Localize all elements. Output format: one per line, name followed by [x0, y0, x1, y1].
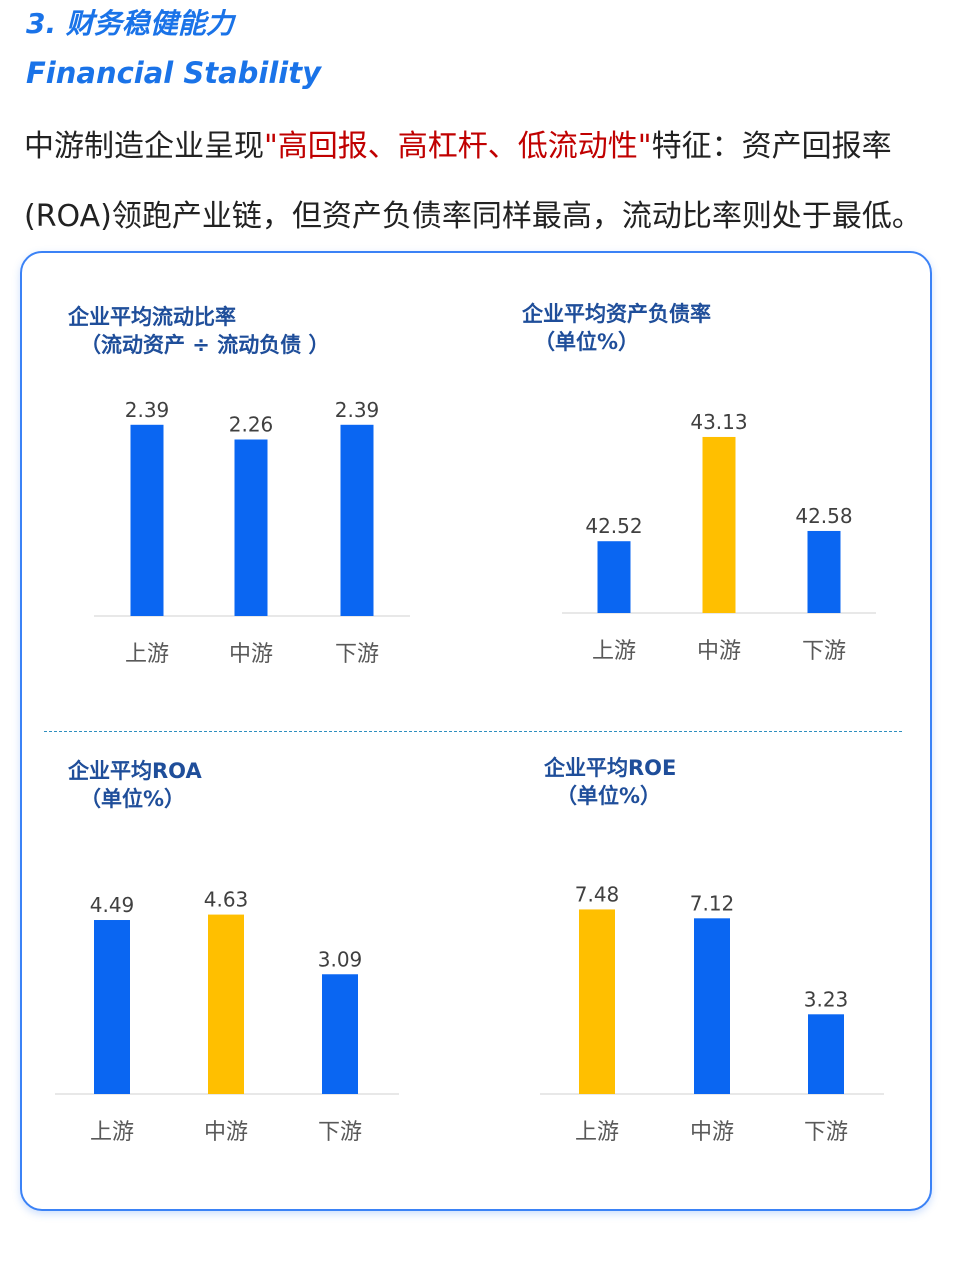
bar-3 [341, 425, 374, 616]
roe-chart: 7.48 上游 7.12 中游 3.23 下游 [540, 860, 885, 1160]
bar-2 [694, 918, 730, 1094]
bar-1 [94, 920, 130, 1094]
bar-1 [598, 541, 631, 613]
category-tick-label: 中游 [229, 642, 273, 667]
category-tick-label: 中游 [204, 1120, 248, 1145]
chart-title-main: 企业平均ROA [68, 759, 202, 783]
category-tick-label: 上游 [575, 1120, 619, 1145]
chart-title-main: 企业平均资产负债率 [522, 302, 711, 326]
chart-title-debt-ratio: 企业平均资产负债率 （单位%） [522, 300, 711, 356]
bar-3 [808, 1014, 844, 1094]
data-label: 3.23 [804, 987, 849, 1011]
data-label: 7.12 [690, 891, 735, 915]
chart-title-sub: （流动资产 ÷ 流动负债 ） [68, 331, 330, 359]
chart-title-sub: （单位%） [68, 785, 202, 813]
chart-title-main: 企业平均ROE [544, 756, 676, 780]
roa-chart: 4.49 上游 4.63 中游 3.09 下游 [55, 860, 400, 1160]
bar-3 [808, 531, 841, 613]
bar-2 [703, 437, 736, 613]
category-tick-label: 中游 [690, 1120, 734, 1145]
intro-highlight: "高回报、高杠杆、低流动性" [264, 129, 652, 164]
chart-title-sub: （单位%） [544, 782, 676, 810]
category-tick-label: 上游 [125, 642, 169, 667]
data-label: 42.52 [585, 514, 642, 538]
data-label: 4.63 [204, 888, 249, 912]
category-tick-label: 下游 [802, 639, 846, 664]
chart-title-current-ratio: 企业平均流动比率 （流动资产 ÷ 流动负债 ） [68, 303, 330, 359]
data-label: 4.49 [90, 893, 135, 917]
intro-paragraph: 中游制造企业呈现"高回报、高杠杆、低流动性"特征：资产回报率(ROA)领跑产业链… [24, 112, 944, 252]
data-label: 3.09 [318, 947, 363, 971]
category-tick-label: 下游 [804, 1120, 848, 1145]
category-tick-label: 中游 [697, 639, 741, 664]
data-label: 7.48 [575, 882, 620, 906]
data-label: 42.58 [795, 504, 852, 528]
bar-2 [235, 439, 268, 616]
data-label: 2.39 [335, 398, 380, 422]
current-ratio-chart: 2.39 上游 2.26 中游 2.39 下游 [90, 380, 415, 680]
chart-title-roa: 企业平均ROA （单位%） [68, 757, 202, 813]
category-tick-label: 上游 [592, 639, 636, 664]
chart-title-roe: 企业平均ROE （单位%） [544, 754, 676, 810]
bar-2 [208, 915, 244, 1094]
data-label: 2.39 [125, 398, 170, 422]
category-tick-label: 下游 [318, 1120, 362, 1145]
section-title: 3. 财务稳健能力 [26, 2, 234, 42]
section-subtitle-english: Financial Stability [26, 56, 321, 90]
dashed-divider [44, 731, 902, 732]
category-tick-label: 上游 [90, 1120, 134, 1145]
chart-title-sub: （单位%） [522, 328, 711, 356]
debt-ratio-chart: 42.52 上游 43.13 中游 42.58 下游 [560, 380, 880, 680]
data-label: 43.13 [690, 410, 747, 434]
bar-1 [131, 425, 164, 616]
intro-text-part1: 中游制造企业呈现 [24, 129, 264, 164]
bar-3 [322, 974, 358, 1094]
data-label: 2.26 [229, 412, 274, 436]
chart-title-main: 企业平均流动比率 [68, 305, 236, 329]
category-tick-label: 下游 [335, 642, 379, 667]
bar-1 [579, 909, 615, 1094]
